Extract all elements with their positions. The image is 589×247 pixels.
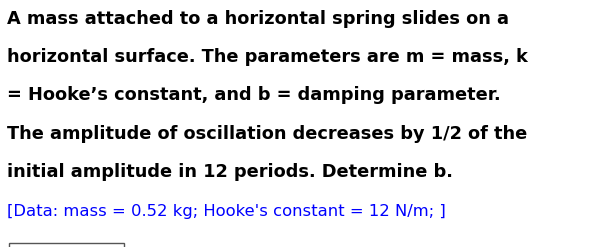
Text: horizontal surface. The parameters are m = mass, k: horizontal surface. The parameters are m…: [7, 48, 528, 66]
Text: The amplitude of oscillation decreases by 1/2 of the: The amplitude of oscillation decreases b…: [7, 125, 527, 143]
Text: = Hooke’s constant, and b = damping parameter.: = Hooke’s constant, and b = damping para…: [7, 86, 501, 104]
Text: A mass attached to a horizontal spring slides on a: A mass attached to a horizontal spring s…: [7, 10, 509, 28]
Text: initial amplitude in 12 periods. Determine b.: initial amplitude in 12 periods. Determi…: [7, 163, 453, 181]
Text: [Data: mass = 0.52 kg; Hooke's constant = 12 N/m; ]: [Data: mass = 0.52 kg; Hooke's constant …: [7, 204, 446, 219]
FancyBboxPatch shape: [9, 243, 124, 247]
